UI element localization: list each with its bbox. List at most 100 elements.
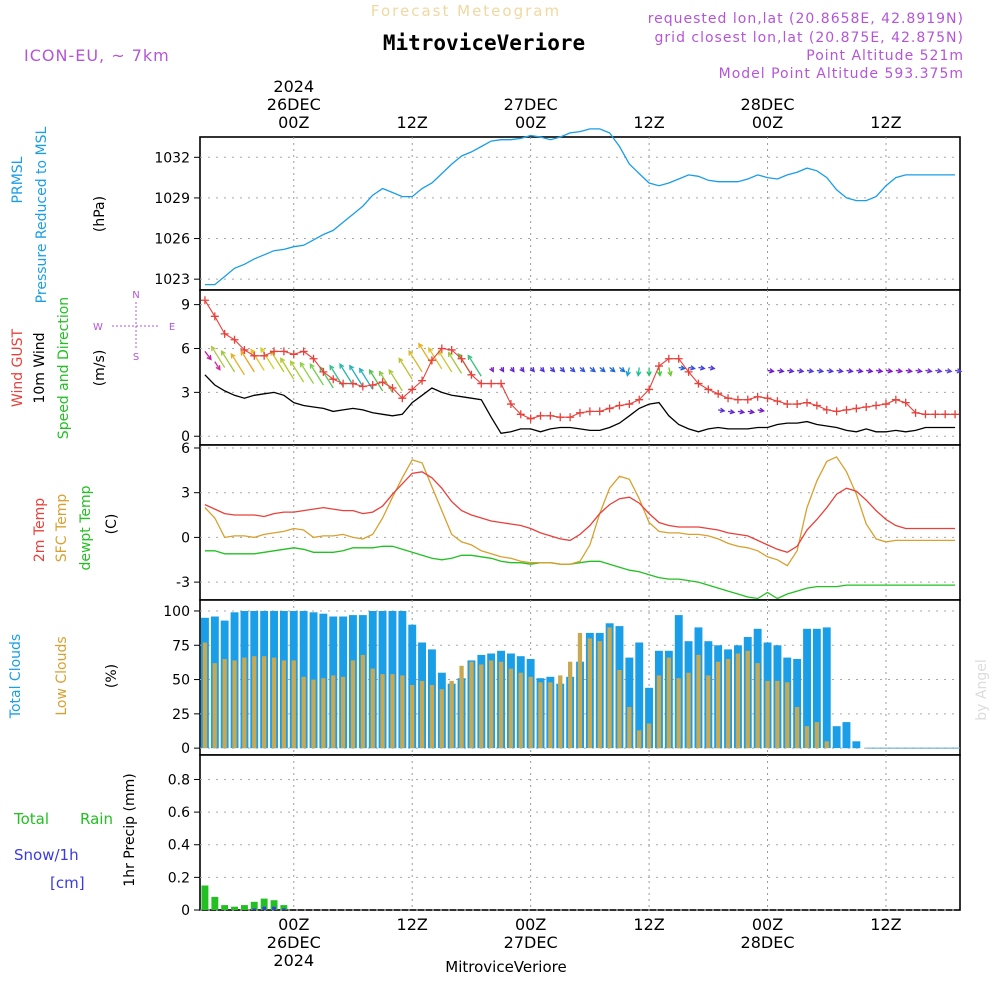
- rain-bar: [280, 905, 288, 910]
- wind-arrow-head: [857, 368, 864, 374]
- panels: 1023 1026 1029 1032 PRMSL Pressure Reduced to…: [8, 126, 963, 919]
- wind-gust-marker: [793, 400, 802, 409]
- wind-arrow-head: [709, 365, 716, 371]
- wind-gust-marker: [605, 404, 614, 413]
- wind-arrow-head: [667, 370, 673, 377]
- wind-gust-marker: [418, 376, 427, 385]
- model-name: ICON-EU, ~ 7km: [24, 46, 170, 65]
- wind-arrow-head: [847, 368, 854, 374]
- total-cloud-bar: [645, 687, 653, 749]
- requested-coords: requested lon,lat (20.8658E, 42.8919N): [648, 11, 964, 27]
- wind-arrow-head: [529, 366, 535, 373]
- wind-arrow: [290, 360, 305, 383]
- low-cloud-bar: [321, 678, 326, 749]
- wind-arrow-head: [690, 365, 696, 371]
- temp-unit: (C): [104, 514, 120, 535]
- low-cloud-bar: [271, 657, 277, 749]
- wind-gust-marker: [250, 351, 259, 360]
- wind-gust-marker: [457, 354, 466, 363]
- wind-gust-marker: [911, 408, 920, 417]
- wind-arrow-head: [339, 363, 345, 369]
- wind-arrow-head: [625, 370, 631, 377]
- pressure-frame: [199, 136, 961, 291]
- wind-arrow-head: [579, 367, 586, 373]
- low-cloud-bar: [429, 685, 435, 749]
- wind-arrow-head: [220, 349, 226, 356]
- low-cloud-bar: [617, 670, 622, 749]
- low-cloud-bar: [745, 650, 750, 749]
- top-time-label: 2024: [273, 77, 314, 96]
- precip-unit: 1hr Precip (mm): [122, 773, 138, 886]
- wind-arrow: [339, 363, 354, 386]
- compass-n: N: [132, 290, 139, 301]
- wind-arrow-head: [368, 368, 374, 375]
- wind-gust-marker: [408, 385, 417, 394]
- precip-frame: [199, 754, 961, 911]
- wind-arrow-head: [509, 366, 515, 373]
- wind-gust-marker: [803, 398, 812, 407]
- low-cloud-bar: [795, 707, 800, 749]
- low-cloud-bar: [568, 661, 573, 749]
- bottom-time-label: 26DEC: [267, 933, 321, 952]
- wind-arrow-head: [729, 409, 736, 415]
- wind-arrow-head: [590, 367, 596, 373]
- bottom-time-label: 00Z: [278, 915, 309, 934]
- pressure-line: [204, 128, 956, 286]
- rain-bar: [270, 900, 278, 910]
- total-cloud-bar: [812, 628, 821, 749]
- wind-arrow-head: [838, 368, 844, 374]
- footer-location: MitroviceVeriore: [445, 958, 566, 976]
- low-cloud-bar: [252, 656, 257, 749]
- panel-clouds: 0 25 50 75 100 Total Clouds Low Clouds (%): [8, 599, 961, 757]
- clouds-ytick-label: 25: [172, 707, 190, 723]
- wind-gust-marker: [832, 407, 841, 416]
- wind-arrow-head: [418, 342, 424, 349]
- wind-arrow-head: [778, 368, 785, 374]
- wind-arrow-head: [398, 357, 404, 363]
- wind-gust-marker: [901, 398, 910, 407]
- rain-bar: [250, 901, 258, 910]
- bottom-time-label: 12Z: [633, 915, 664, 934]
- wind-gust-marker: [625, 400, 634, 409]
- wind-gust-marker: [812, 401, 821, 410]
- clouds-unit: (%): [104, 664, 120, 688]
- wind-arrow-head: [570, 367, 576, 373]
- compass-s: S: [133, 352, 139, 363]
- low-cloud-bar: [360, 654, 365, 749]
- wind-gust-marker: [654, 362, 663, 371]
- low-cloud-bar: [370, 668, 375, 749]
- wind-gust-marker: [477, 379, 486, 388]
- wind-arrow-head: [206, 354, 212, 361]
- wind-gust-marker: [881, 400, 890, 409]
- total-clouds-label: Total Clouds: [8, 634, 24, 719]
- wind-arrow-head: [519, 366, 525, 373]
- top-time-label: 00Z: [752, 113, 783, 132]
- top-time-label: 12Z: [633, 113, 664, 132]
- wind-ytick-label: 0: [181, 429, 190, 445]
- wind-arrow: [260, 347, 275, 370]
- low-cloud-bar: [301, 676, 306, 749]
- wind-arrow-head: [210, 345, 216, 352]
- low-cloud-bar: [400, 675, 405, 749]
- wind-arrow-head: [788, 368, 795, 374]
- wind-arrow-head: [280, 357, 286, 363]
- wind-gust-marker: [398, 394, 407, 403]
- low-cloud-bar: [489, 660, 494, 749]
- rain-label: Rain: [80, 810, 113, 828]
- wind-gust-marker: [427, 356, 436, 365]
- wind-arrow-head: [250, 348, 256, 355]
- total-cloud-bar: [625, 657, 634, 749]
- wind-gust-marker: [200, 296, 209, 305]
- wind-arrow-head: [378, 370, 384, 377]
- wind-gust-marker: [635, 395, 644, 404]
- closest-coords: grid closest lon,lat (20.875E, 42.875N): [655, 30, 964, 46]
- wind-arrow: [250, 349, 265, 371]
- dewpt-line: [204, 545, 956, 600]
- wind-gust-marker: [674, 354, 683, 363]
- sfc-temp-label: SFC Temp: [54, 494, 70, 563]
- wind-gust-marker: [743, 395, 752, 404]
- bottom-time-label: 27DEC: [504, 933, 558, 952]
- wind-gust-marker: [951, 410, 960, 419]
- wind-arrow-head: [877, 368, 884, 374]
